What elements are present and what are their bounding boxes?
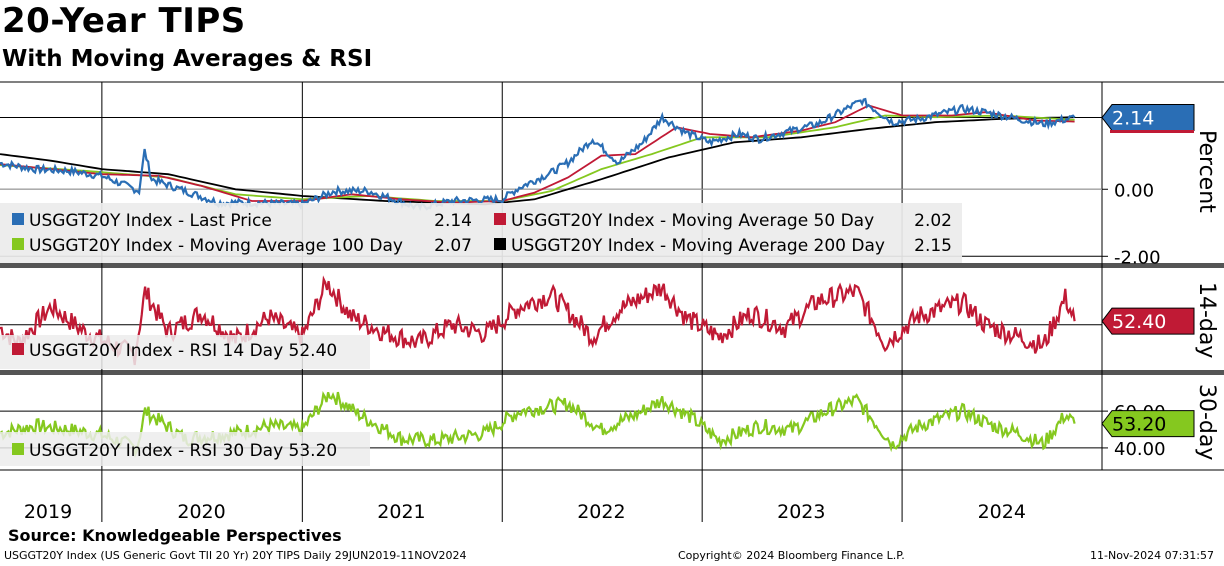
y-axis-label: Percent [1194, 130, 1219, 213]
x-tick-label: 2024 [978, 501, 1026, 523]
legend-swatch [12, 238, 24, 250]
legend-box [0, 335, 370, 369]
chart-title: 20-Year TIPS [2, 1, 246, 41]
x-tick-label: 2022 [577, 501, 625, 523]
legend-box [0, 432, 370, 466]
legend-label: USGGT20Y Index - RSI 14 Day 52.40 [29, 341, 337, 361]
legend-value: 2.07 [434, 236, 472, 256]
footer-copyright: Copyright© 2024 Bloomberg Finance L.P. [678, 549, 905, 562]
x-tick-label: 2023 [777, 501, 825, 523]
legend-label: USGGT20Y Index - RSI 30 Day 53.20 [29, 441, 337, 461]
panel-separator [0, 263, 1224, 268]
legend-label: USGGT20Y Index - Moving Average 100 Day [29, 236, 403, 256]
value-tag-shape [1101, 307, 1195, 335]
legend-swatch [12, 213, 24, 225]
value-tag-text: 53.20 [1112, 414, 1166, 436]
rsi14-value-tag: 52.40 [1101, 307, 1195, 335]
legend-value: 2.02 [914, 211, 952, 231]
legend-value: 2.14 [434, 211, 472, 231]
rsi14-series-line [0, 275, 1076, 366]
x-tick-label: 2020 [177, 501, 225, 523]
legend-swatch [494, 213, 506, 225]
value-tag-text: 52.40 [1112, 311, 1166, 333]
chart-subtitle: With Moving Averages & RSI [2, 46, 373, 72]
price-value-tag: 2.14 [1101, 104, 1195, 134]
rsi30-series-line [0, 391, 1076, 459]
value-tag-text: 2.14 [1112, 108, 1154, 130]
y-tick-label: -2.00 [1114, 247, 1161, 268]
legend-label: USGGT20Y Index - Last Price [29, 211, 272, 231]
price-series-line [0, 114, 1075, 202]
legend-label: USGGT20Y Index - Moving Average 200 Day [511, 236, 885, 256]
value-tag-shape [1101, 410, 1195, 438]
legend-label: USGGT20Y Index - Moving Average 50 Day [511, 211, 874, 231]
price-series-line [0, 104, 1075, 204]
value-tag-shape [1101, 104, 1195, 132]
footer-security-info: USGGT20Y Index (US Generic Govt TII 20 Y… [4, 549, 467, 562]
y-axis-label: 14-day [1194, 282, 1219, 358]
price-series-line [0, 97, 1076, 212]
footer-timestamp: 11-Nov-2024 07:31:57 [1090, 549, 1215, 562]
legend-swatch [494, 238, 506, 250]
x-tick-label: 2019 [24, 501, 72, 523]
rsi30-value-tag: 53.20 [1101, 410, 1195, 438]
legend-value: 2.15 [914, 236, 952, 256]
y-tick-label: 40.00 [1114, 439, 1166, 460]
x-tick-label: 2021 [377, 501, 425, 523]
price-series-line [0, 116, 1075, 206]
legend-swatch [12, 343, 24, 355]
y-axis-label: 30-day [1194, 384, 1219, 460]
y-tick-label: 0.00 [1114, 180, 1154, 201]
legend-box [0, 203, 962, 263]
source-note: Source: Knowledgeable Perspectives [8, 526, 342, 545]
legend-swatch [12, 443, 24, 455]
panel-separator [0, 370, 1224, 375]
